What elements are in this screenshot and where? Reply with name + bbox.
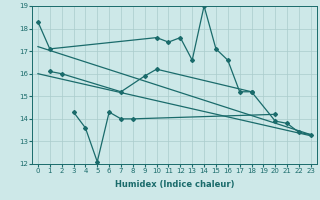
X-axis label: Humidex (Indice chaleur): Humidex (Indice chaleur) <box>115 180 234 189</box>
